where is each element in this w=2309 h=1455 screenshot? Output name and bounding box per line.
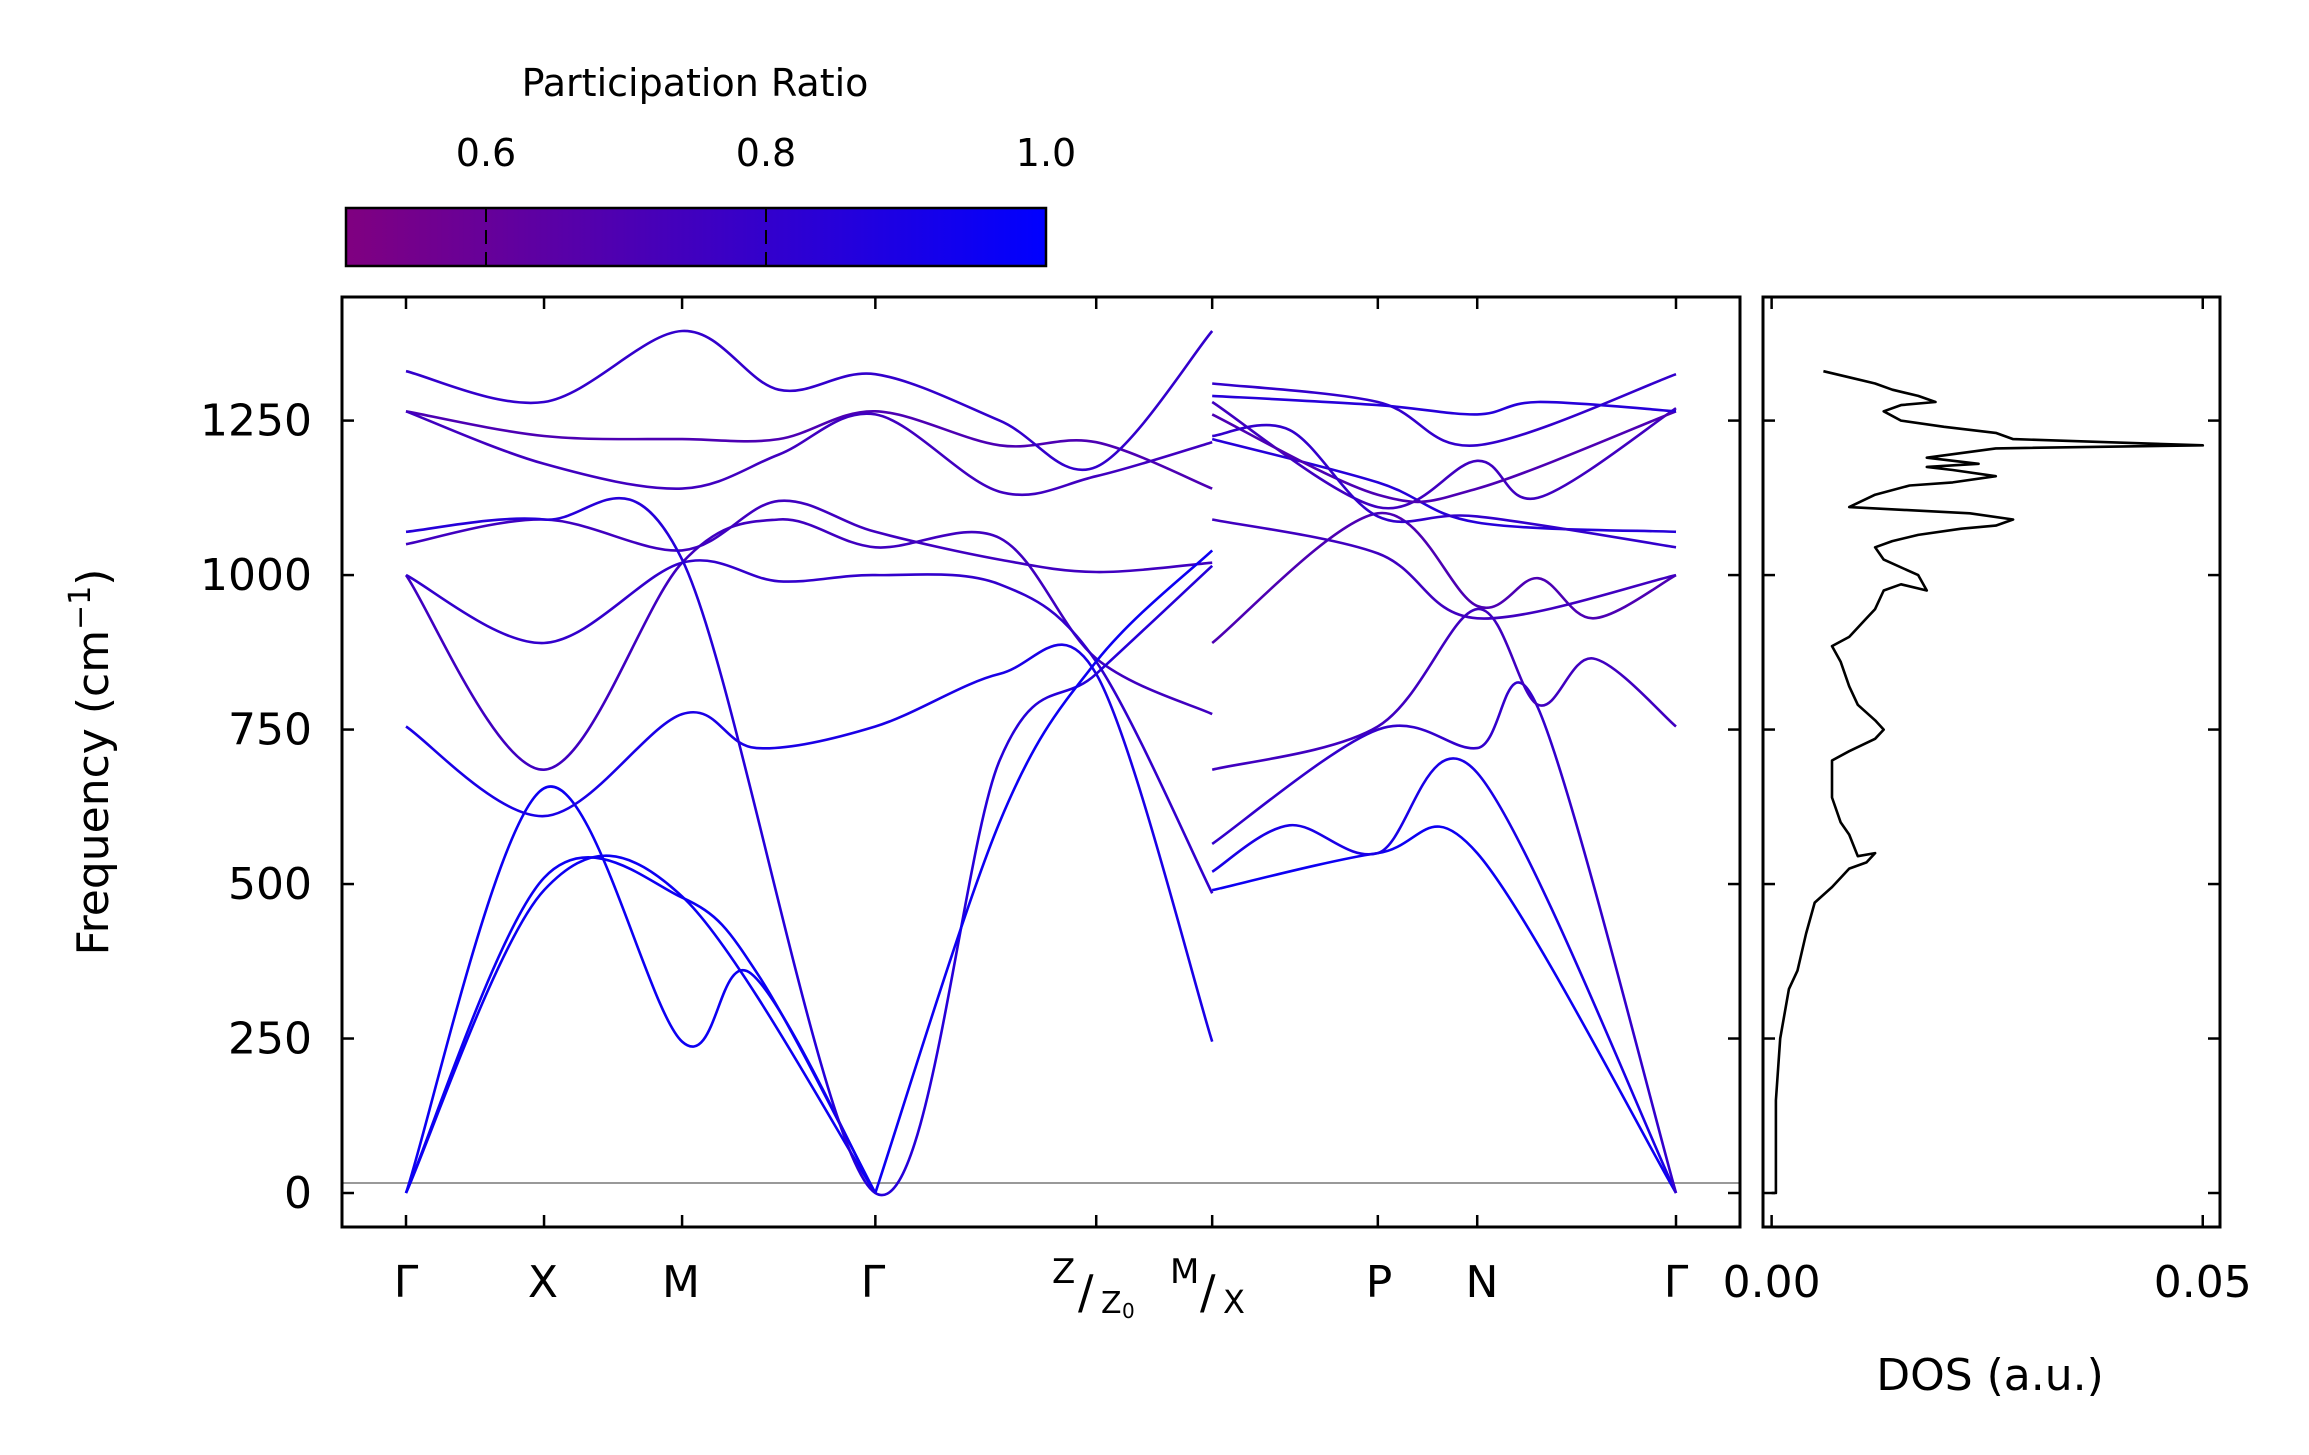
band-line <box>405 496 1214 1197</box>
x-label-gamma-2: Γ <box>861 1257 886 1308</box>
bands <box>404 329 1678 1197</box>
band-line <box>404 518 1213 772</box>
x-label-x: X <box>528 1257 558 1308</box>
x-label-gamma-3: Γ <box>1664 1257 1689 1308</box>
x-label-m-x: M / X <box>1170 1252 1245 1321</box>
colorbar-ticks: 0.6 0.8 1.0 <box>456 131 1076 266</box>
x-label-z: Z <box>1052 1252 1075 1292</box>
colorbar-label: Participation Ratio <box>522 61 869 105</box>
band-line <box>1212 394 1677 416</box>
band-line <box>405 643 1214 1042</box>
band-line <box>1211 400 1677 510</box>
dos-x-axis-label: DOS (a.u.) <box>1876 1350 2104 1401</box>
colorbar-tick-label: 0.6 <box>456 131 516 175</box>
band-plot-frame <box>340 295 1742 1229</box>
band-line <box>1211 825 1678 1194</box>
y-tick-label: 500 <box>228 859 312 910</box>
dos-y-ticks <box>1763 419 2220 1195</box>
y-tick-label: 250 <box>228 1014 312 1065</box>
band-line <box>1211 757 1678 1194</box>
x-label-slash-2: / <box>1200 1265 1216 1319</box>
band-line <box>1211 607 1677 771</box>
x-label-m: M <box>662 1257 700 1308</box>
band-x-labels: Γ X M Γ Z / Z 0 M / X P N Γ <box>394 1252 1689 1323</box>
x-label-gamma-1: Γ <box>394 1257 419 1308</box>
x-label-x2: X <box>1223 1283 1245 1321</box>
y-label-sup: −1 <box>63 586 98 630</box>
band-line <box>1211 410 1677 504</box>
band-line <box>1212 423 1677 549</box>
band-line <box>405 410 1213 497</box>
band-line <box>404 785 877 1194</box>
band-line <box>1211 437 1677 534</box>
band-line <box>405 559 1214 894</box>
y-tick-label: 0 <box>284 1168 312 1219</box>
band-line <box>405 329 1214 472</box>
x-label-z0: Z <box>1101 1286 1122 1321</box>
dos-x-ticks: 0.00 0.05 <box>1723 297 2252 1308</box>
y-tick-label: 750 <box>228 705 312 756</box>
band-line <box>1211 518 1677 620</box>
band-line <box>874 549 1214 1194</box>
band-x-ticks <box>404 297 1678 1227</box>
x-label-z0-sub: 0 <box>1122 1299 1135 1323</box>
band-line <box>405 499 1213 574</box>
x-label-n: N <box>1466 1257 1499 1308</box>
dos-panel: 0.00 0.05 DOS (a.u.) <box>1723 295 2252 1401</box>
colorbar-tick-label: 0.8 <box>736 131 796 175</box>
band-y-axis-label: Frequency (cm−1) <box>63 569 119 956</box>
band-line <box>404 854 877 1194</box>
dos-x-tick-label: 0.05 <box>2154 1257 2252 1308</box>
x-label-z-z0: Z / Z 0 <box>1052 1252 1135 1323</box>
x-label-m2: M <box>1170 1252 1199 1292</box>
band-line <box>1212 372 1677 447</box>
band-line <box>404 856 877 1194</box>
dos-x-tick-label: 0.00 <box>1723 1257 1821 1308</box>
band-y-ticks: 0 250 500 750 1000 1250 <box>200 396 1740 1219</box>
y-tick-label: 1250 <box>200 396 312 447</box>
dos-plot-frame <box>1761 295 2222 1229</box>
band-line <box>1211 681 1678 1194</box>
dos-curve-group <box>1771 369 2205 1195</box>
y-label-main: Frequency (cm <box>68 630 119 956</box>
band-structure-panel: 0 250 500 750 1000 1250 Γ X M Γ Z / Z 0 M / X… <box>63 295 1742 1323</box>
band-line <box>1211 511 1677 645</box>
dos-curve <box>1771 369 2205 1195</box>
y-label-close: ) <box>68 569 119 586</box>
colorbar-gradient <box>344 206 1048 268</box>
colorbar: Participation Ratio 0.6 0.8 1.0 <box>344 61 1076 268</box>
x-label-p: P <box>1366 1257 1393 1308</box>
band-line <box>405 409 1213 490</box>
y-tick-label: 1000 <box>200 550 312 601</box>
colorbar-tick-label: 1.0 <box>1016 131 1076 175</box>
x-label-slash-1: / <box>1078 1265 1094 1319</box>
